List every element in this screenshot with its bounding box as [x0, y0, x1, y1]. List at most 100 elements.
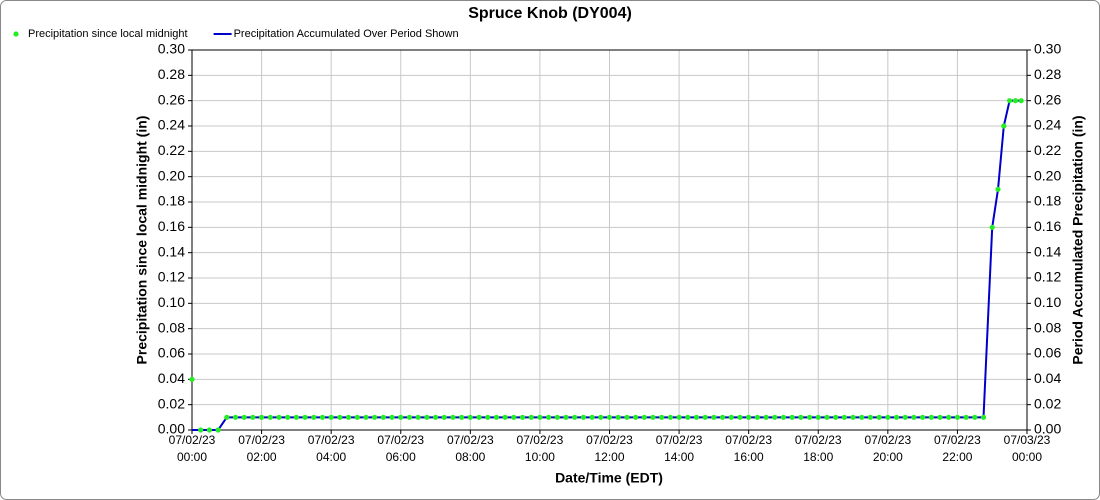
y2-tick-label: 0.28	[1034, 66, 1061, 82]
data-point	[911, 414, 917, 420]
y-tick-label: 0.12	[158, 269, 185, 285]
x-tick-label: 07/02/23 04:00	[308, 433, 355, 464]
data-point	[198, 427, 204, 433]
data-point	[850, 414, 856, 420]
data-point	[258, 414, 265, 420]
y2-axis-label: Period Accumulated Precipitation (in)	[1070, 115, 1086, 364]
data-point	[485, 414, 491, 420]
y2-tick-label: 0.00	[1034, 421, 1061, 437]
data-point	[546, 414, 552, 420]
data-point	[667, 414, 673, 420]
data-point	[824, 414, 830, 420]
x-tick-label: 07/02/23 02:00	[238, 433, 285, 464]
data-point	[841, 414, 847, 420]
data-point	[267, 414, 273, 420]
x-tick-label: 07/02/23 22:00	[934, 433, 981, 464]
x-tick-label: 07/02/23 16:00	[725, 433, 772, 464]
y-tick-label: 0.22	[158, 142, 185, 158]
data-point	[920, 414, 926, 420]
data-point	[554, 414, 560, 420]
data-point	[615, 414, 621, 420]
data-point	[946, 414, 952, 420]
y-tick-label: 0.20	[158, 167, 185, 183]
data-point	[389, 414, 395, 420]
data-point	[963, 414, 969, 420]
data-point	[285, 414, 291, 420]
y-tick-label: 0.16	[158, 218, 185, 234]
data-point	[798, 414, 804, 420]
data-point	[189, 376, 195, 382]
data-point	[528, 414, 534, 420]
data-point	[789, 414, 795, 420]
y-tick-label: 0.28	[158, 66, 185, 82]
data-point	[641, 414, 647, 420]
legend-marker	[13, 31, 19, 37]
x-tick-label: 07/02/23 20:00	[864, 433, 911, 464]
data-point	[659, 414, 665, 420]
data-point	[989, 224, 995, 230]
y-axis-label: Precipitation since local midnight (in)	[134, 116, 150, 365]
chart-title: Spruce Knob (DY004)	[468, 5, 632, 22]
y2-tick-label: 0.02	[1034, 395, 1061, 411]
data-point	[763, 414, 769, 420]
data-point	[467, 414, 473, 420]
data-point	[806, 414, 813, 420]
data-point	[719, 414, 726, 420]
data-point	[972, 414, 978, 420]
data-point	[954, 414, 961, 420]
data-point	[995, 186, 1001, 192]
data-point	[632, 414, 639, 420]
y-tick-label: 0.02	[158, 395, 185, 411]
data-point	[754, 414, 760, 420]
data-point	[937, 414, 943, 420]
y2-tick-label: 0.06	[1034, 345, 1061, 361]
data-point	[206, 427, 212, 433]
y2-tick-label: 0.16	[1034, 218, 1061, 234]
data-point	[650, 414, 656, 420]
data-point	[241, 414, 247, 420]
data-point	[232, 414, 239, 420]
data-point	[1012, 98, 1019, 104]
data-point	[1007, 98, 1013, 104]
data-point	[276, 414, 282, 420]
data-point	[380, 414, 386, 420]
y2-tick-label: 0.08	[1034, 319, 1061, 335]
data-point	[311, 414, 317, 420]
data-point	[302, 414, 308, 420]
x-tick-label: 07/02/23 00:00	[169, 433, 216, 464]
data-point	[598, 414, 604, 420]
data-point	[624, 414, 630, 420]
data-point	[902, 414, 908, 420]
data-point	[1001, 123, 1007, 129]
y2-tick-label: 0.20	[1034, 167, 1061, 183]
data-point	[772, 414, 778, 420]
plot-frame	[191, 49, 1028, 431]
data-point	[859, 414, 865, 420]
data-point	[337, 414, 343, 420]
data-point	[511, 414, 517, 420]
data-point	[867, 414, 874, 420]
y2-tick-label: 0.18	[1034, 193, 1061, 209]
data-point	[728, 414, 734, 420]
y-tick-label: 0.14	[158, 243, 185, 259]
data-point	[702, 414, 708, 420]
data-point	[780, 414, 787, 420]
data-point	[319, 414, 326, 420]
y-tick-label: 0.18	[158, 193, 185, 209]
data-point	[885, 414, 891, 420]
data-point	[580, 414, 587, 420]
x-tick-label: 07/02/23 10:00	[517, 433, 564, 464]
y-tick-label: 0.08	[158, 319, 185, 335]
data-point	[441, 414, 447, 420]
data-point	[606, 414, 613, 420]
y2-tick-label: 0.26	[1034, 91, 1061, 107]
y2-tick-label: 0.04	[1034, 370, 1061, 386]
data-point	[406, 414, 413, 420]
data-point	[345, 414, 352, 420]
y-tick-label: 0.04	[158, 370, 185, 386]
x-tick-label: 07/02/23 08:00	[447, 433, 494, 464]
y-tick-label: 0.00	[158, 421, 185, 437]
data-point	[1018, 98, 1024, 104]
data-point	[224, 414, 230, 420]
